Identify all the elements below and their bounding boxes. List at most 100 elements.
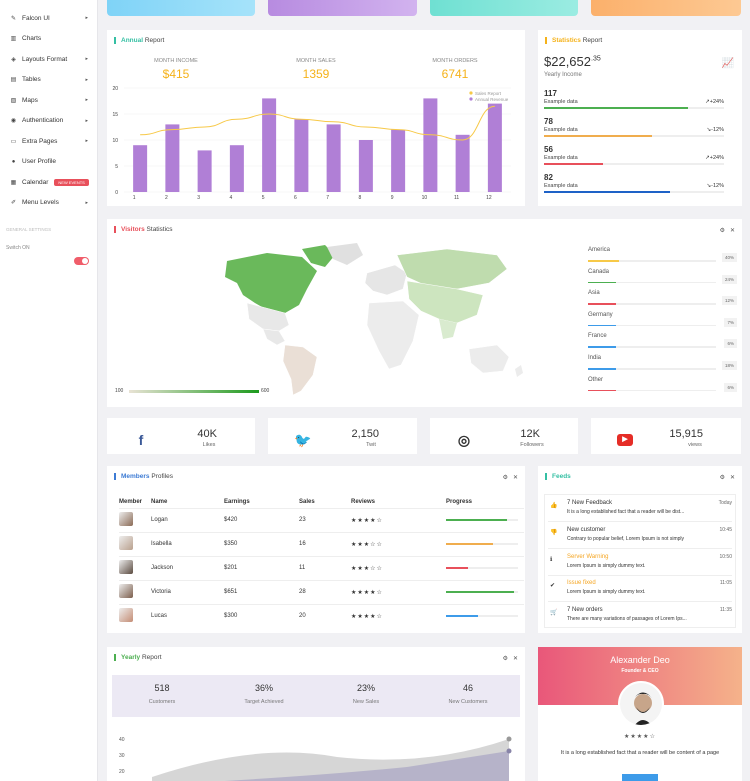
bar[interactable] <box>133 145 148 192</box>
kpi-value-sales: 1359 <box>302 67 330 81</box>
yearly-area-chart <box>152 736 512 781</box>
sidebar-item-tables[interactable]: ▤ Tables ▸ <box>0 70 97 91</box>
statistics-card: Statistics Report $22,652.35 Yearly Inco… <box>538 30 742 206</box>
gear-icon[interactable]: ⚙ <box>719 228 725 234</box>
member-name-link[interactable]: Lucas <box>151 603 224 628</box>
title-rest: Report <box>141 654 162 661</box>
card-tools[interactable]: ⚙ ✕ <box>503 655 518 662</box>
gear-icon[interactable]: ⚙ <box>719 475 725 481</box>
gear-icon[interactable]: ⚙ <box>502 475 508 481</box>
bar[interactable] <box>455 134 470 192</box>
table-row[interactable]: Victoria $651 28 ★★★★☆ <box>119 579 524 604</box>
feeds-list-box <box>544 494 736 628</box>
sidebar-item-menu-levels[interactable]: ✐ Menu Levels ▸ <box>0 193 97 214</box>
card-tools[interactable]: ⚙ ✕ <box>720 474 735 481</box>
sidebar-item-falcon-ui[interactable]: ✎ Falcon UI ▸ <box>0 8 97 29</box>
member-name-link[interactable]: Victoria <box>151 579 224 604</box>
sidebar-section-label: GENERAL SETTINGS <box>6 226 52 232</box>
bar[interactable] <box>358 140 373 192</box>
close-icon[interactable]: ✕ <box>512 656 518 662</box>
sidebar-item-layouts-format[interactable]: ◈ Layouts Format ▸ <box>0 49 97 70</box>
visitor-row: Germany 7% <box>588 312 737 333</box>
feed-item[interactable]: ✔ Issue fixed Lorem Ipsum is simply dummy … <box>548 577 732 603</box>
member-cell <box>119 555 151 580</box>
sidebar-item-charts[interactable]: ▥ Charts <box>0 29 97 50</box>
sidebar-item-maps[interactable]: ▧ Maps ▸ <box>0 90 97 111</box>
title-rest: Profiles <box>151 473 174 480</box>
y-tick-label: 20 <box>112 86 118 92</box>
feed-desc: There are many variations of passages of… <box>567 616 687 623</box>
stat-value: 78 <box>544 117 553 126</box>
title-bold: Members <box>121 473 150 480</box>
column-header: Sales <box>299 498 315 505</box>
profile-button[interactable] <box>622 774 658 781</box>
table-row[interactable]: Lucas $300 20 ★★★★☆ <box>119 603 524 628</box>
social-card-youtube[interactable]: ▶ 15,915 views <box>591 418 741 454</box>
bar[interactable] <box>165 124 180 192</box>
visitor-bar-fill <box>588 260 619 262</box>
bar[interactable] <box>423 98 438 192</box>
line-series <box>140 105 495 141</box>
column-header: Name <box>151 498 168 505</box>
bar[interactable] <box>262 98 277 192</box>
stat-change: ↗+24% <box>705 99 724 105</box>
instagram-icon: ◎ <box>457 432 471 448</box>
bar[interactable] <box>487 103 502 192</box>
gear-icon[interactable]: ⚙ <box>502 656 508 662</box>
feather-icon: ✎ <box>10 15 17 22</box>
bar[interactable] <box>326 124 341 192</box>
switch-toggle[interactable] <box>74 257 89 265</box>
stat-change: ↗+24% <box>705 155 724 161</box>
close-icon[interactable]: ✕ <box>729 228 735 234</box>
sidebar-item-calendar[interactable]: ▦ Calendar NEW EVENTS <box>0 172 97 193</box>
stat-change-value: -12% <box>711 127 724 133</box>
social-card-instagram[interactable]: ◎ 12K Followers <box>430 418 578 454</box>
card-tools[interactable]: ⚙ ✕ <box>503 474 518 481</box>
visitor-row: Other 6% <box>588 377 737 398</box>
visitor-percent: 7% <box>724 317 737 327</box>
social-card-facebook[interactable]: f 40K Likes <box>107 418 255 454</box>
feed-desc: Lorem Ipsum is simply dummy text. <box>567 562 646 569</box>
bar[interactable] <box>229 145 244 192</box>
close-icon[interactable]: ✕ <box>729 475 735 481</box>
sidebar-item-user-profile[interactable]: ● User Profile <box>0 152 97 173</box>
close-icon[interactable]: ✕ <box>512 475 518 481</box>
sidebar-badge: NEW EVENTS <box>54 178 89 186</box>
trend-up-icon[interactable]: 📈 <box>721 58 734 69</box>
card-tools[interactable]: ⚙ ✕ <box>720 227 735 234</box>
chevron-right-icon: ▸ <box>85 138 88 145</box>
feed-item[interactable]: 🛒 7 New orders There are many variations o… <box>548 604 732 629</box>
sidebar-item-extra-pages[interactable]: ▭ Extra Pages ▸ <box>0 131 97 152</box>
visitor-percent: 18% <box>721 361 737 370</box>
legend-dot <box>469 97 473 101</box>
member-sales: 11 <box>299 555 351 580</box>
member-name-link[interactable]: Logan <box>151 507 224 532</box>
world-map <box>225 243 523 396</box>
member-rating: ★★★★☆ <box>351 507 446 532</box>
visitor-percent: 6% <box>724 382 737 392</box>
kpi-value-income: $415 <box>162 67 190 81</box>
bar[interactable] <box>197 150 212 192</box>
visitor-country: Asia <box>588 290 600 297</box>
feed-item[interactable]: 👎 New customer Contrary to popular belief,… <box>548 524 732 549</box>
member-progress-fill <box>446 615 479 618</box>
table-row[interactable]: Logan $420 23 ★★★★☆ <box>119 507 524 532</box>
stat-strip-purple <box>268 0 417 16</box>
table-row[interactable]: Isabella $350 16 ★★★☆☆ <box>119 531 524 556</box>
member-name-link[interactable]: Jackson <box>151 555 224 580</box>
info-icon: ℹ <box>550 556 553 563</box>
member-sales: 28 <box>299 579 351 604</box>
title-bold: Feeds <box>552 473 571 480</box>
sidebar-item-authentication[interactable]: ◉ Authentication ▸ <box>0 111 97 132</box>
member-name-link[interactable]: Isabella <box>151 531 224 556</box>
x-tick-label: 2 <box>165 195 168 201</box>
bar[interactable] <box>391 129 406 192</box>
member-progress-cell <box>446 579 524 604</box>
stat-progress <box>544 191 724 193</box>
table-row[interactable]: Jackson $201 11 ★★★☆☆ <box>119 555 524 580</box>
feed-item[interactable]: ℹ Server Warning Lorem Ipsum is simply dum… <box>548 551 732 576</box>
yearly-stats-bar: 518 Customers 36% Target Achieved 23% New Sal… <box>112 675 520 717</box>
bar[interactable] <box>294 119 309 192</box>
feed-item[interactable]: 👍 7 New Feedback It is a long established … <box>548 497 732 522</box>
social-card-twitter[interactable]: 🐦 2,150 Twit <box>268 418 417 454</box>
